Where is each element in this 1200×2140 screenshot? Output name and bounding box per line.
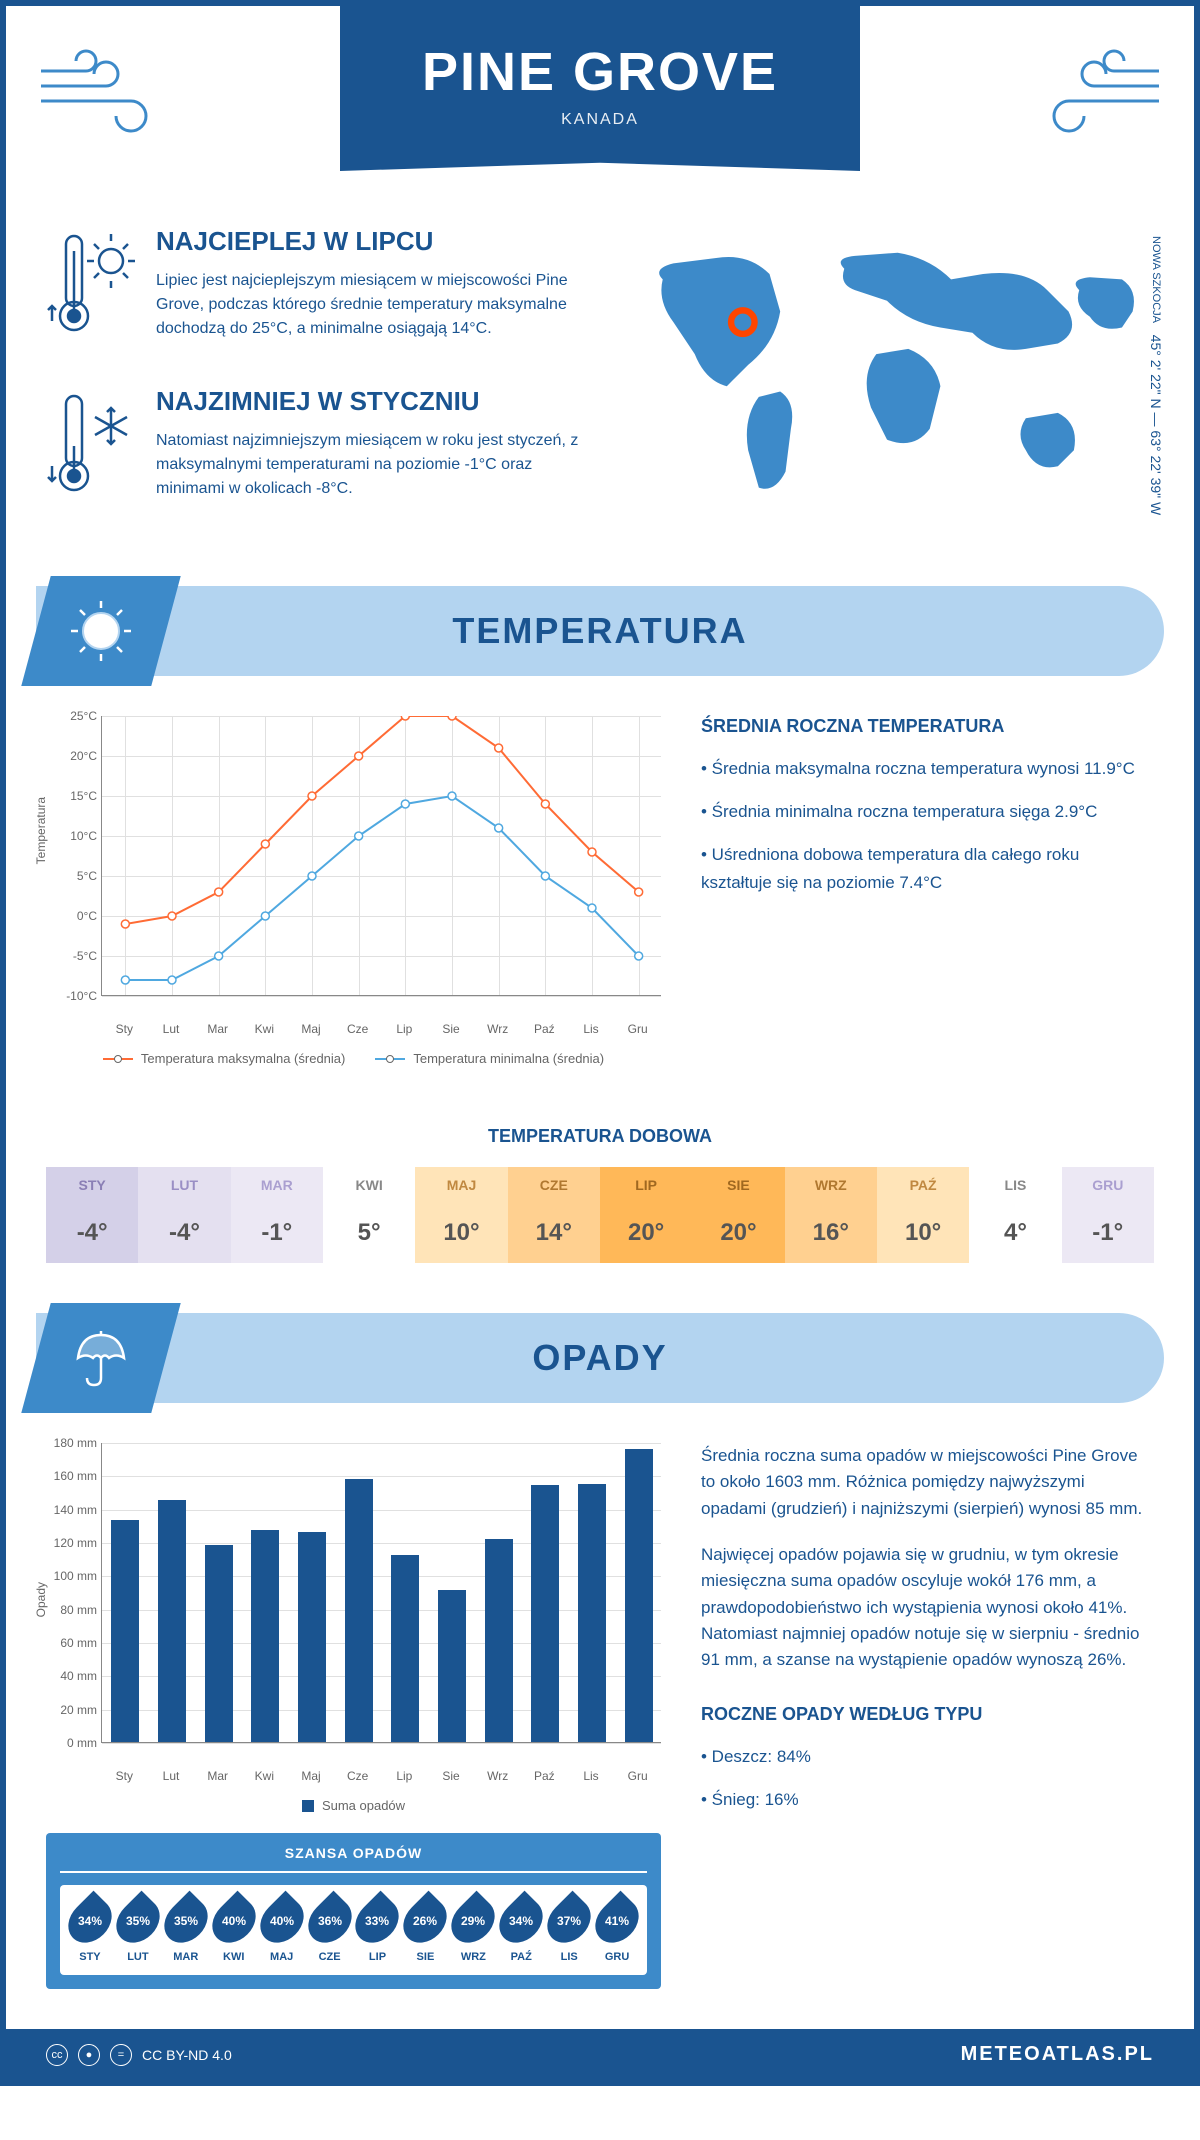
- daily-temp-cell: LIP20°: [600, 1167, 692, 1263]
- intro-section: NAJCIEPLEJ W LIPCU Lipiec jest najcieple…: [6, 206, 1194, 586]
- coldest-text: Natomiast najzimniejszym miesiącem w rok…: [156, 429, 580, 501]
- page-subtitle: KANADA: [340, 111, 860, 129]
- chance-cell: 26%SIE: [401, 1897, 449, 1963]
- temperature-banner: TEMPERATURA: [36, 586, 1164, 676]
- wind-icon-right: [1014, 46, 1164, 146]
- chance-cell: 40%MAJ: [258, 1897, 306, 1963]
- cc-icon: cc: [46, 2044, 68, 2066]
- daily-temp-cell: GRU-1°: [1062, 1167, 1154, 1263]
- thermometer-snow-icon: [46, 386, 136, 511]
- by-icon: ●: [78, 2044, 100, 2066]
- temperature-title: TEMPERATURA: [452, 610, 747, 652]
- chance-cell: 37%LIS: [545, 1897, 593, 1963]
- nd-icon: =: [110, 2044, 132, 2066]
- title-banner: PINE GROVE KANADA: [340, 6, 860, 171]
- chance-title: SZANSA OPADÓW: [60, 1845, 647, 1873]
- umbrella-icon: [21, 1303, 180, 1413]
- chance-cell: 29%WRZ: [449, 1897, 497, 1963]
- daily-temp-cell: WRZ16°: [785, 1167, 877, 1263]
- warmest-text: Lipiec jest najcieplejszym miesiącem w m…: [156, 269, 580, 341]
- temperature-line-chart: Temperatura -10°C-5°C0°C5°C10°C15°C20°C2…: [46, 716, 661, 1066]
- chance-cell: 40%KWI: [210, 1897, 258, 1963]
- precip-text-1: Średnia roczna suma opadów w miejscowośc…: [701, 1443, 1154, 1522]
- temp-bullet: • Średnia maksymalna roczna temperatura …: [701, 755, 1154, 782]
- coldest-block: NAJZIMNIEJ W STYCZNIU Natomiast najzimni…: [46, 386, 580, 511]
- precip-text-2: Najwięcej opadów pojawia się w grudniu, …: [701, 1542, 1154, 1674]
- temp-bullet: • Średnia minimalna roczna temperatura s…: [701, 798, 1154, 825]
- precip-chance-box: SZANSA OPADÓW 34%STY35%LUT35%MAR40%KWI40…: [46, 1833, 661, 1989]
- daily-temp-cell: LIS4°: [969, 1167, 1061, 1263]
- world-map: [620, 226, 1154, 466]
- chance-cell: 36%CZE: [306, 1897, 354, 1963]
- legend-min: Temperatura minimalna (średnia): [375, 1051, 604, 1066]
- legend-precip: Suma opadów: [302, 1798, 405, 1813]
- precipitation-section: Opady 0 mm20 mm40 mm60 mm80 mm100 mm120 …: [6, 1403, 1194, 2029]
- daily-temp-cell: MAR-1°: [231, 1167, 323, 1263]
- page-title: PINE GROVE: [340, 41, 860, 103]
- warmest-title: NAJCIEPLEJ W LIPCU: [156, 226, 580, 257]
- daily-temp-cell: MAJ10°: [415, 1167, 507, 1263]
- chance-cell: 41%GRU: [593, 1897, 641, 1963]
- coldest-title: NAJZIMNIEJ W STYCZNIU: [156, 386, 580, 417]
- daily-temp-cell: STY-4°: [46, 1167, 138, 1263]
- daily-temp-title: TEMPERATURA DOBOWA: [6, 1126, 1194, 1147]
- daily-temp-cell: SIE20°: [692, 1167, 784, 1263]
- header: PINE GROVE KANADA: [6, 6, 1194, 206]
- wind-icon-left: [36, 46, 186, 146]
- daily-temp-table: STY-4°LUT-4°MAR-1°KWI5°MAJ10°CZE14°LIP20…: [46, 1167, 1154, 1263]
- precip-type-item: • Deszcz: 84%: [701, 1743, 1154, 1770]
- chance-cell: 33%LIP: [354, 1897, 402, 1963]
- daily-temp-cell: PAŹ10°: [877, 1167, 969, 1263]
- site-name: METEOATLAS.PL: [961, 2043, 1154, 2066]
- temperature-section: Temperatura -10°C-5°C0°C5°C10°C15°C20°C2…: [6, 676, 1194, 1106]
- chance-cell: 35%LUT: [114, 1897, 162, 1963]
- avg-temp-heading: ŚREDNIA ROCZNA TEMPERATURA: [701, 716, 1154, 737]
- legend-max: Temperatura maksymalna (średnia): [103, 1051, 345, 1066]
- precip-type-item: • Śnieg: 16%: [701, 1786, 1154, 1813]
- chance-cell: 34%PAŹ: [497, 1897, 545, 1963]
- sun-icon: [21, 576, 180, 686]
- precipitation-banner: OPADY: [36, 1313, 1164, 1403]
- precipitation-bar-chart: Opady 0 mm20 mm40 mm60 mm80 mm100 mm120 …: [46, 1443, 661, 1813]
- precipitation-title: OPADY: [532, 1337, 667, 1379]
- chance-cell: 34%STY: [66, 1897, 114, 1963]
- daily-temp-cell: CZE14°: [508, 1167, 600, 1263]
- temp-bullet: • Uśredniona dobowa temperatura dla całe…: [701, 841, 1154, 895]
- daily-temp-cell: LUT-4°: [138, 1167, 230, 1263]
- chance-cell: 35%MAR: [162, 1897, 210, 1963]
- footer: cc ● = CC BY-ND 4.0 METEOATLAS.PL: [6, 2029, 1194, 2080]
- daily-temp-cell: KWI5°: [323, 1167, 415, 1263]
- thermometer-sun-icon: [46, 226, 136, 351]
- precip-type-heading: ROCZNE OPADY WEDŁUG TYPU: [701, 1704, 1154, 1725]
- warmest-block: NAJCIEPLEJ W LIPCU Lipiec jest najcieple…: [46, 226, 580, 351]
- license-text: CC BY-ND 4.0: [142, 2047, 232, 2063]
